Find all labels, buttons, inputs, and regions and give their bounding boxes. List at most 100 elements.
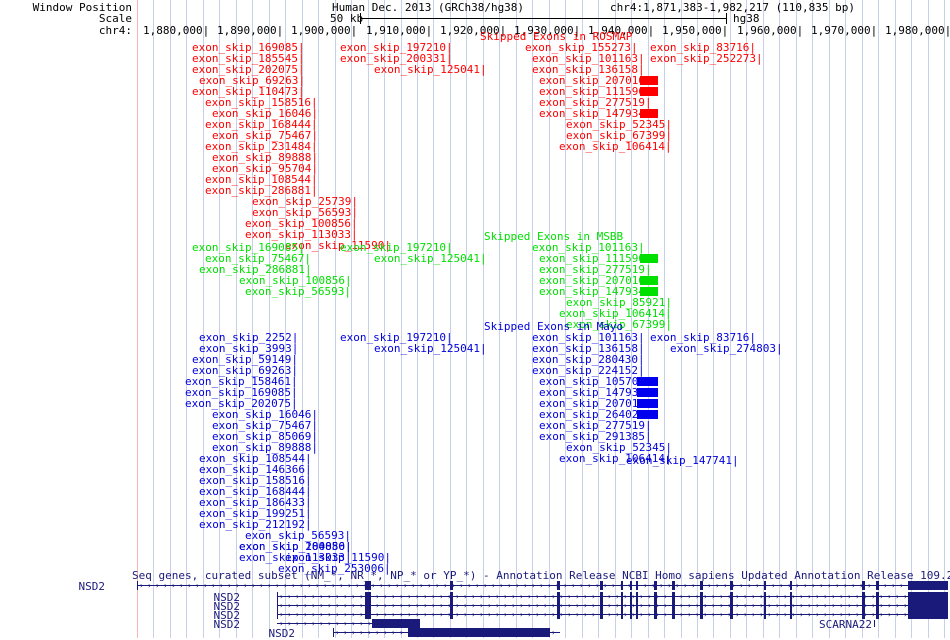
exon-skip-item[interactable]: exon_skip_2252| xyxy=(199,331,299,344)
exon-skip-item[interactable]: exon_skip_56593| xyxy=(252,206,358,219)
exon-skip-item[interactable]: exon_skip_67399| xyxy=(566,129,672,142)
exon-skip-item[interactable]: exon_skip_136158| xyxy=(532,342,645,355)
exon-skip-item[interactable]: exon_skip_125041| xyxy=(374,342,487,355)
exon-skip-item[interactable]: exon_skip_158516| xyxy=(199,474,312,487)
exon-skip-item[interactable]: exon_skip_231484| xyxy=(205,140,318,153)
exon-skip-item[interactable]: exon_skip_147741| xyxy=(626,454,739,467)
exon-skip-item[interactable]: exon_skip_95704| xyxy=(212,162,318,175)
gene-label[interactable]: NSD2 xyxy=(213,591,241,604)
exon-skip-item[interactable]: exon_skip_108544| xyxy=(205,173,318,186)
exon-skip-item[interactable]: exon_skip_56593| xyxy=(245,285,351,298)
exon-skip-item[interactable]: exon_skip_113033| xyxy=(245,228,358,241)
exon-skip-item[interactable]: exon_skip_67399| xyxy=(566,318,672,331)
exon-feature-block[interactable] xyxy=(637,377,658,386)
exon-feature-block[interactable] xyxy=(637,410,658,419)
exon-skip-item[interactable]: exon_skip_202075| xyxy=(192,63,305,76)
exon-skip-item[interactable]: exon_skip_202075| xyxy=(185,397,298,410)
scarna22-feature[interactable] xyxy=(874,620,875,627)
exon-skip-item[interactable]: exon_skip_207016 xyxy=(539,274,645,287)
exon-skip-item[interactable]: exon_skip_274803| xyxy=(670,342,783,355)
exon-feature-block[interactable] xyxy=(640,287,658,296)
gene-label[interactable]: NSD2 xyxy=(213,609,241,622)
exon-skip-item[interactable]: exon_skip_111596 xyxy=(539,85,645,98)
exon-skip-item[interactable]: exon_skip_199251| xyxy=(199,507,312,520)
exon-skip-item[interactable]: exon_skip_56593| xyxy=(245,529,351,542)
exon-skip-item[interactable]: exon_skip_264024 xyxy=(539,408,645,421)
exon-skip-item[interactable]: exon_skip_125041| xyxy=(374,63,487,76)
exon-skip-item[interactable]: exon_skip_200331| xyxy=(340,52,453,65)
exon-feature-block[interactable] xyxy=(640,276,658,285)
gene-row[interactable]: › › › › › › › › › › › › › › › › › › › › › › › › › › › › › › › › › › › › › › › ›… xyxy=(277,610,948,619)
exon-skip-item[interactable]: exon_skip_146366| xyxy=(199,463,312,476)
exon-skip-item[interactable]: exon_skip_52345| xyxy=(566,118,672,131)
exon-skip-item[interactable]: exon_skip_75467| xyxy=(212,419,318,432)
exon-skip-item[interactable]: exon_skip_136158| xyxy=(532,63,645,76)
gene-label[interactable]: NSD2 xyxy=(268,627,296,640)
exon-skip-item[interactable]: exon_skip_147934 xyxy=(539,107,645,120)
exon-skip-item[interactable]: exon_skip_69263| xyxy=(192,364,298,377)
exon-skip-item[interactable]: exon_skip_89888| xyxy=(212,441,318,454)
gene-row[interactable]: › › › › › › › › › › › › › › › › › › › › › › › › › › › › › › › › › › › › › › › ›… xyxy=(277,601,948,610)
exon-skip-item[interactable]: exon_skip_25739| xyxy=(252,195,358,208)
exon-skip-item[interactable]: exon_skip_69263| xyxy=(199,74,305,87)
exon-skip-item[interactable]: exon_skip_147934 xyxy=(539,285,645,298)
exon-skip-item[interactable]: exon_skip_277519| xyxy=(539,96,652,109)
exon-skip-item[interactable]: exon_skip_197210| xyxy=(340,241,453,254)
exon-skip-item[interactable]: exon_skip_158461| xyxy=(185,375,298,388)
exon-skip-item[interactable]: exon_skip_16046| xyxy=(212,408,318,421)
exon-skip-item[interactable]: exon_skip_85921| xyxy=(566,296,672,309)
exon-skip-item[interactable]: exon_skip_277519| xyxy=(539,419,652,432)
exon-skip-item[interactable]: exon_skip_186433| xyxy=(199,496,312,509)
gene-row[interactable]: ›››››››››››››››››››››››››››› xyxy=(333,628,560,637)
gene-label[interactable]: NSD2 xyxy=(78,580,106,593)
scarna22-gene-label[interactable]: SCARNA22 xyxy=(819,618,872,631)
exon-skip-item[interactable]: exon_skip_169085| xyxy=(192,41,305,54)
exon-skip-item[interactable]: exon_skip_11590| xyxy=(285,551,391,564)
exon-skip-item[interactable]: exon_skip_197210| xyxy=(340,331,453,344)
exon-skip-item[interactable]: exon_skip_168444| xyxy=(199,485,312,498)
exon-skip-item[interactable]: exon_skip_224152| xyxy=(532,364,645,377)
exon-skip-item[interactable]: exon_skip_3993| xyxy=(199,342,299,355)
exon-skip-item[interactable]: exon_skip_113033| xyxy=(239,551,352,564)
exon-feature-block[interactable] xyxy=(637,399,658,408)
exon-skip-item[interactable]: exon_skip_286881| xyxy=(199,263,312,276)
exon-skip-item[interactable]: exon_skip_101163| xyxy=(532,241,645,254)
exon-skip-item[interactable]: exon_skip_83716| xyxy=(650,41,756,54)
exon-skip-item[interactable]: exon_skip_110473| xyxy=(192,85,305,98)
exon-skip-item[interactable]: exon_skip_155273| xyxy=(525,41,638,54)
exon-skip-item[interactable]: exon_skip_286881| xyxy=(205,184,318,197)
exon-skip-item[interactable]: exon_skip_75467| xyxy=(205,252,311,265)
exon-skip-item[interactable]: exon_skip_75467| xyxy=(212,129,318,142)
exon-skip-item[interactable]: exon_skip_85069| xyxy=(212,430,318,443)
exon-skip-item[interactable]: exon_skip_101163| xyxy=(532,52,645,65)
gene-row[interactable]: › › › › › › › › › › › › › › › › › › › › › › › › › › › › › › › › › › › › › › › ›… xyxy=(277,592,948,601)
exon-skip-item[interactable]: exon_skip_16046| xyxy=(212,107,318,120)
exon-skip-item[interactable]: exon_skip_59149| xyxy=(192,353,298,366)
exon-skip-item[interactable]: exon_skip_252273| xyxy=(650,52,763,65)
exon-skip-item[interactable]: exon_skip_100856| xyxy=(245,217,358,230)
exon-skip-item[interactable]: exon_skip_106414| xyxy=(559,307,672,320)
exon-skip-item[interactable]: exon_skip_197210| xyxy=(340,41,453,54)
exon-skip-item[interactable]: exon_skip_169085| xyxy=(192,241,305,254)
exon-feature-block[interactable] xyxy=(640,109,658,118)
exon-skip-item[interactable]: exon_skip_106414| xyxy=(559,140,672,153)
exon-feature-block[interactable] xyxy=(637,388,658,397)
exon-feature-block[interactable] xyxy=(640,87,658,96)
exon-skip-item[interactable]: exon_skip_100856| xyxy=(239,274,352,287)
exon-skip-item[interactable]: exon_skip_125041| xyxy=(374,252,487,265)
gene-row[interactable]: › › › › › › › › › › › › › › › › › › › › › › › › › › › › › › › › › › › › › › › ›… xyxy=(137,581,948,590)
exon-skip-item[interactable]: exon_skip_158516| xyxy=(205,96,318,109)
exon-skip-item[interactable]: exon_skip_284080| xyxy=(239,540,352,553)
exon-skip-item[interactable]: exon_skip_108544| xyxy=(199,452,312,465)
exon-skip-item[interactable]: exon_skip_106414| xyxy=(559,452,672,465)
exon-skip-item[interactable]: exon_skip_280430| xyxy=(532,353,645,366)
exon-skip-item[interactable]: exon_skip_207016 xyxy=(539,74,645,87)
exon-skip-item[interactable]: exon_skip_52345| xyxy=(566,441,672,454)
gene-label[interactable]: NSD2 xyxy=(213,600,241,613)
exon-skip-item[interactable]: exon_skip_277519| xyxy=(539,263,652,276)
exon-skip-item[interactable]: exon_skip_105704 xyxy=(539,375,645,388)
exon-skip-item[interactable]: exon_skip_291385| xyxy=(539,430,652,443)
exon-skip-item[interactable]: exon_skip_168444| xyxy=(205,118,318,131)
gene-row[interactable]: ›››››››››››››››››› xyxy=(277,619,420,628)
exon-feature-block[interactable] xyxy=(640,254,658,263)
